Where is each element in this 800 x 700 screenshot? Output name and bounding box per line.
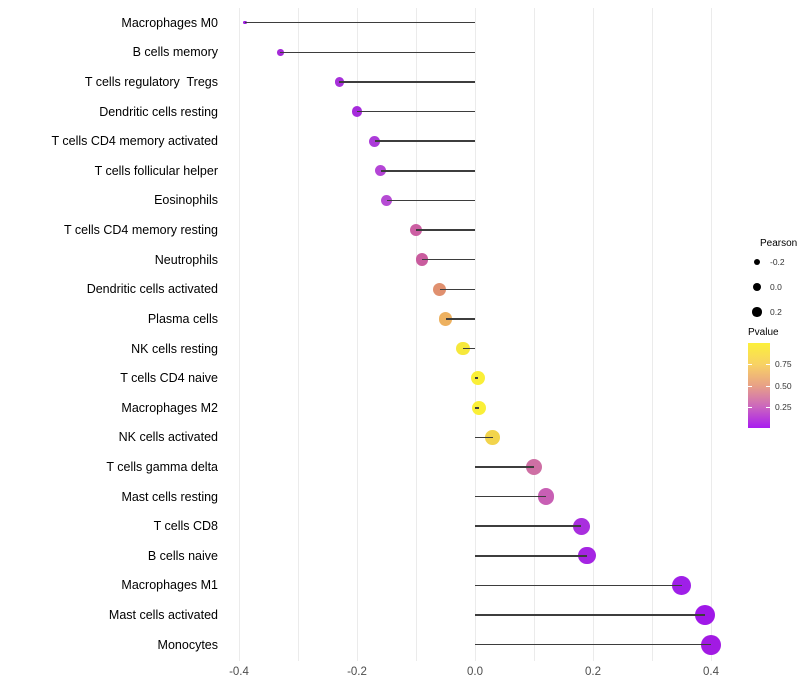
- category-label: Dendritic cells resting: [99, 104, 218, 119]
- category-label: Plasma cells: [147, 311, 218, 326]
- x-tick-label: -0.2: [347, 666, 367, 678]
- size-legend-label: -0.2: [770, 257, 785, 267]
- data-point-dot: [334, 77, 345, 87]
- category-label: NK cells resting: [131, 341, 218, 356]
- data-point-dot: [537, 488, 554, 505]
- lollipop-stem: [421, 258, 475, 261]
- data-point-dot: [351, 106, 363, 117]
- lollipop-stem: [463, 347, 475, 350]
- category-label: Monocytes: [157, 637, 218, 652]
- data-point-dot: [456, 341, 471, 356]
- category-label: Mast cells resting: [121, 489, 218, 504]
- lollipop-stem: [416, 229, 475, 231]
- x-tick-label: 0.0: [467, 666, 483, 678]
- category-label: T cells CD4 naive: [120, 371, 218, 386]
- category-label: B cells memory: [132, 45, 218, 60]
- category-label: T cells CD8: [153, 519, 218, 534]
- colorbar-tick: [766, 406, 770, 408]
- category-label: Macrophages M2: [121, 400, 218, 415]
- data-point-dot: [578, 547, 596, 565]
- category-label: T cells CD4 memory activated: [51, 134, 219, 149]
- category-label: NK cells activated: [118, 430, 218, 445]
- lollipop-stem: [475, 555, 588, 557]
- data-point-dot: [438, 312, 453, 326]
- size-legend-label: 0.0: [770, 282, 782, 292]
- category-label: T cells gamma delta: [106, 460, 218, 474]
- lollipop-stem: [475, 466, 534, 468]
- gridline: [533, 8, 535, 661]
- size-legend-title: Pearson: [760, 238, 798, 249]
- gridline: [238, 8, 240, 661]
- category-label: Macrophages M0: [121, 15, 218, 30]
- lollipop-stem: [475, 643, 711, 646]
- data-point-dot: [369, 135, 381, 147]
- colorbar-tick: [748, 406, 752, 408]
- category-label: B cells naive: [147, 548, 218, 563]
- lollipop-stem: [244, 21, 475, 24]
- colorbar-tick: [766, 364, 770, 366]
- category-label: T cells regulatory Tregs: [84, 74, 218, 89]
- size-legend-dot: [753, 258, 761, 266]
- category-label: Neutrophils: [154, 252, 218, 267]
- gridline: [297, 8, 299, 661]
- lollipop-stem: [475, 377, 478, 379]
- gridline: [356, 8, 358, 661]
- lollipop-stem: [475, 584, 682, 587]
- x-tick-label: 0.4: [703, 666, 719, 678]
- color-legend-title: Pvalue: [748, 327, 779, 338]
- lollipop-stem: [439, 288, 475, 291]
- lollipop-stem: [475, 436, 493, 439]
- x-tick-label: -0.4: [229, 666, 249, 678]
- lollipop-stem: [445, 318, 475, 320]
- category-label: Dendritic cells activated: [86, 282, 218, 297]
- gridline: [592, 8, 594, 661]
- pvalue-colorbar: [748, 343, 770, 428]
- colorbar-tick: [748, 385, 752, 387]
- category-label: Macrophages M1: [121, 578, 218, 593]
- gridline: [474, 8, 476, 661]
- colorbar-label: 0.50: [775, 380, 792, 391]
- lollipop-stem: [374, 140, 475, 142]
- gridline: [651, 8, 653, 661]
- category-label: T cells CD4 memory resting: [64, 223, 218, 238]
- lollipop-stem: [475, 525, 582, 527]
- lollipop-stem: [357, 110, 475, 113]
- data-point-dot: [432, 282, 447, 296]
- gridline: [415, 8, 417, 661]
- data-point-dot: [572, 517, 590, 535]
- data-point-dot: [409, 223, 423, 237]
- lollipop-stem: [475, 407, 480, 409]
- size-legend-dot: [753, 283, 761, 291]
- category-label: Mast cells activated: [108, 608, 218, 623]
- x-tick-label: 0.2: [585, 666, 601, 678]
- lollipop-stem: [386, 199, 475, 202]
- lollipop-stem: [380, 170, 475, 172]
- lollipop-stem: [339, 81, 475, 83]
- colorbar-label: 0.25: [775, 401, 792, 412]
- gridline: [710, 8, 712, 661]
- colorbar-tick: [748, 364, 752, 366]
- data-point-dot: [485, 429, 501, 445]
- size-legend-dot: [752, 307, 762, 317]
- colorbar-label: 0.75: [775, 359, 792, 370]
- category-label: T cells follicular helper: [94, 163, 218, 178]
- data-point-dot: [380, 194, 393, 207]
- lollipop-stem: [280, 51, 475, 54]
- category-label: Eosinophils: [154, 193, 218, 208]
- lollipop-stem: [475, 614, 706, 616]
- data-point-dot: [695, 605, 716, 626]
- colorbar-tick: [766, 385, 770, 387]
- lollipop-stem: [475, 495, 546, 498]
- size-legend-label: 0.2: [770, 307, 782, 317]
